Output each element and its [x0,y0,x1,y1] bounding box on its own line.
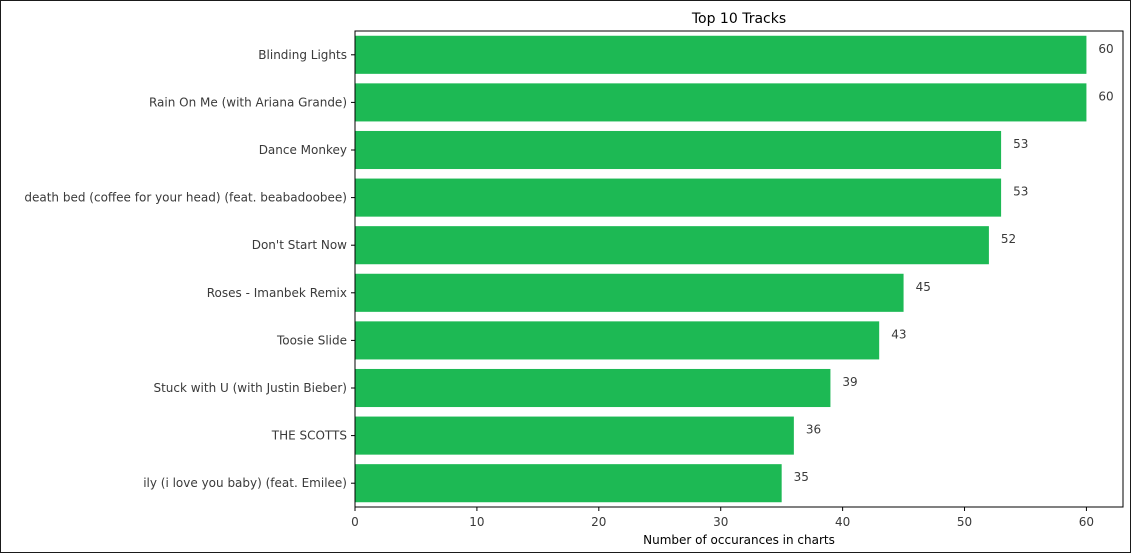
data-label: 43 [891,327,906,341]
x-tick-label: 20 [591,515,606,529]
x-tick-label: 0 [351,515,359,529]
data-label: 53 [1013,137,1028,151]
y-tick-label: Toosie Slide [276,333,347,347]
x-tick-label: 60 [1079,515,1094,529]
data-label: 39 [842,375,857,389]
data-label: 60 [1098,89,1113,103]
value-labels: 60 60 53 53 52 45 43 39 36 35 [794,42,1114,484]
y-tick-label: THE SCOTTS [271,429,347,443]
y-tick-label: Roses - Imanbek Remix [207,286,347,300]
bars-group [355,35,1087,503]
x-tick-label: 40 [835,515,850,529]
bar [355,368,831,408]
y-tick-label: death bed (coffee for your head) (feat. … [24,191,347,205]
y-tick-label: Dance Monkey [259,143,347,157]
bar [355,416,794,455]
y-tick-label: Don't Start Now [252,238,347,252]
x-ticks: 0 10 20 30 40 50 60 [351,507,1094,529]
data-label: 36 [806,423,821,437]
data-label: 52 [1001,232,1016,246]
bar [355,83,1087,122]
y-tick-label: Rain On Me (with Ariana Grande) [149,95,347,109]
bar [355,130,1002,170]
bar [355,321,880,360]
bar [355,273,904,312]
bar [355,464,782,503]
bar [355,178,1002,217]
data-label: 53 [1013,185,1028,199]
bar [355,226,989,265]
x-tick-label: 30 [713,515,728,529]
plot-border [354,30,1124,508]
bar [355,35,1087,74]
x-tick-label: 50 [957,515,972,529]
y-tick-labels: Blinding Lights Rain On Me (with Ariana G… [24,48,355,490]
data-label: 60 [1098,42,1113,56]
chart-title: Top 10 Tracks [691,11,786,27]
axes-spines [354,30,1124,508]
y-tick-label: Stuck with U (with Justin Bieber) [153,381,347,395]
y-tick-label: Blinding Lights [258,48,347,62]
x-axis-label: Number of occurances in charts [643,533,835,547]
data-label: 45 [916,280,931,294]
data-label: 35 [794,470,809,484]
x-tick-label: 10 [469,515,484,529]
y-tick-label: ily (i love you baby) (feat. Emilee) [143,476,347,490]
